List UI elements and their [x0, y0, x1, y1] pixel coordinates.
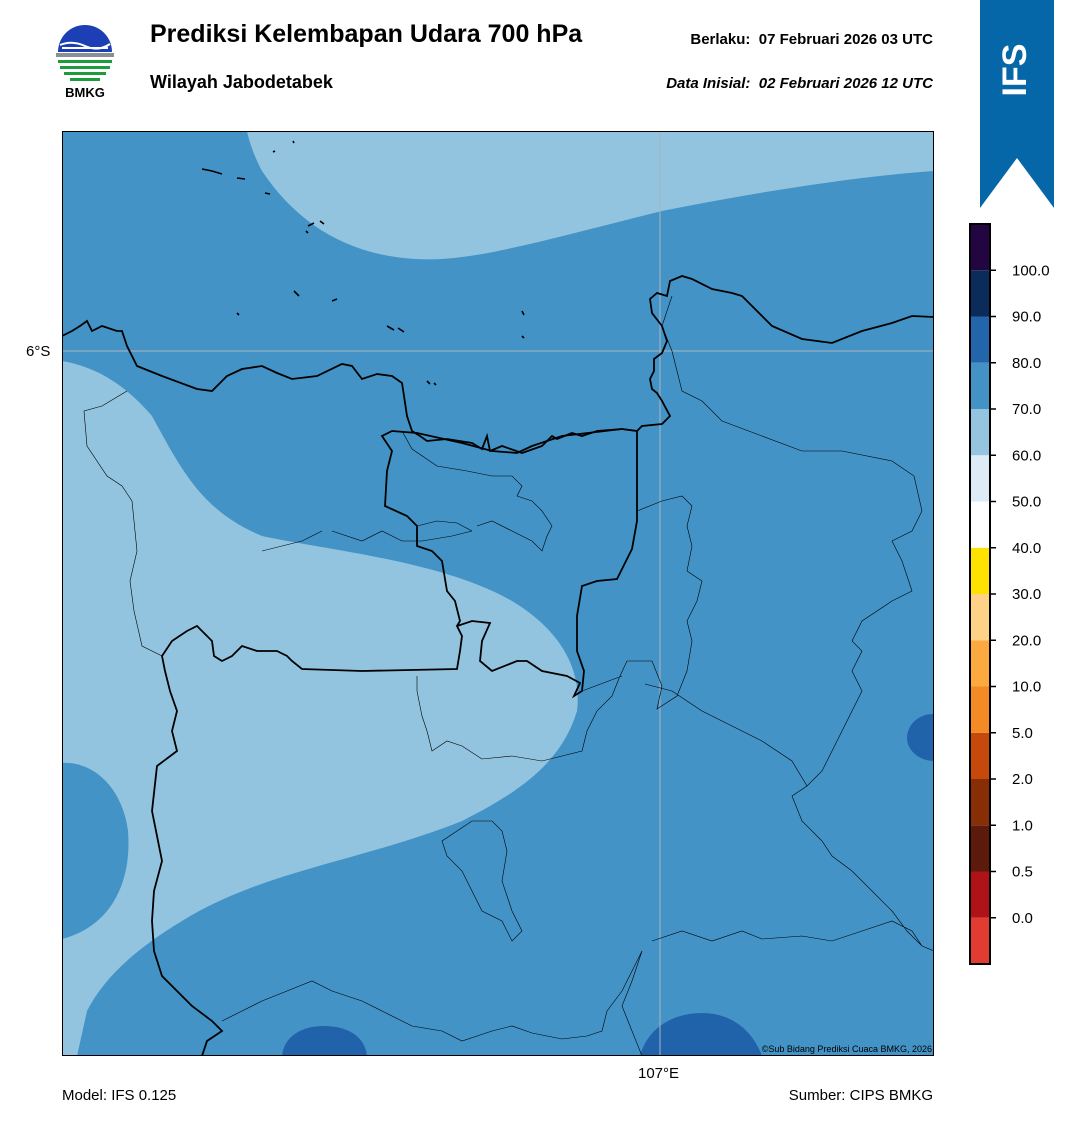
bmkg-logo-icon: [56, 25, 114, 81]
valid-label: Berlaku:: [690, 31, 751, 48]
colorbar-ticks: 0.0 0.5 1.0 2.0 5.0 10.0 20.0 30.0 40.0 50.0 60.0 7…: [990, 262, 1050, 927]
model-label: Model: IFS 0.125: [62, 1087, 177, 1104]
colorbar-label: 70.0: [1012, 401, 1041, 418]
colorbar-label: 5.0: [1012, 725, 1033, 742]
colorbar-block: [970, 270, 990, 317]
colorbar-label: 90.0: [1012, 309, 1041, 326]
band-70-80-inner-west: [62, 762, 129, 939]
map-subtitle: Wilayah Jabodetabek: [150, 72, 333, 92]
coastline: [62, 275, 934, 454]
map-title: Prediksi Kelembapan Udara 700 hPa: [150, 20, 583, 48]
colorbar-block: [970, 594, 990, 641]
source-label: Sumber: CIPS BMKG: [788, 1087, 933, 1104]
colorbar-label: 0.5: [1012, 864, 1033, 881]
colorbar-block: [970, 640, 990, 687]
band-60-70-north: [247, 131, 934, 260]
colorbar-block: [970, 409, 990, 456]
colorbar-block: [970, 871, 990, 918]
lon-label-107e: 107°E: [638, 1065, 680, 1082]
colorbar-label: 80.0: [1012, 355, 1041, 372]
colorbar-label: 60.0: [1012, 447, 1041, 464]
colorbar-block: [970, 825, 990, 872]
colorbar-block: [970, 224, 990, 271]
logo-text: BMKG: [65, 85, 105, 100]
province-boundary-west-lower: [151, 655, 224, 1056]
ifs-ribbon-badge: IFS: [980, 0, 1054, 208]
colorbar-label: 10.0: [1012, 679, 1041, 696]
regency-boundary: [83, 295, 934, 1056]
colorbar-label: 100.0: [1012, 262, 1050, 279]
init-label: Data Inisial:: [666, 75, 751, 92]
valid-time: 07 Februari 2026 03 UTC: [758, 31, 933, 48]
north-islands: [201, 140, 525, 386]
colorbar-blocks: [970, 224, 990, 964]
colorbar-label: 30.0: [1012, 586, 1041, 603]
ifs-badge-text: IFS: [996, 44, 1034, 97]
colorbar-label: 2.0: [1012, 771, 1033, 788]
colorbar-label: 40.0: [1012, 540, 1041, 557]
map-copyright: ©Sub Bidang Prediksi Cuaca BMKG, 2026: [762, 1044, 932, 1054]
colorbar-block: [970, 732, 990, 779]
colorbar-block: [970, 686, 990, 733]
band-80-90-east: [907, 714, 934, 761]
band-80-90-south-right: [640, 1013, 762, 1056]
colorbar-block: [970, 779, 990, 826]
colorbar-block: [970, 362, 990, 409]
colorbar-block: [970, 316, 990, 363]
colorbar-label: 0.0: [1012, 910, 1033, 927]
humidity-map: ©Sub Bidang Prediksi Cuaca BMKG, 2026: [62, 131, 934, 1056]
province-boundary-west: [161, 428, 638, 699]
colorbar-label: 1.0: [1012, 817, 1033, 834]
colorbar-block: [970, 917, 990, 964]
colorbar-label: 50.0: [1012, 494, 1041, 511]
init-time: 02 Februari 2026 12 UTC: [758, 75, 933, 92]
colorbar-block: [970, 455, 990, 502]
lat-label-6s: 6°S: [26, 343, 51, 360]
band-60-70-southwest: [62, 361, 578, 1056]
colorbar-block: [970, 501, 990, 548]
valid-time-label: Berlaku: 07 Februari 2026 03 UTC: [690, 31, 933, 48]
colorbar: 0.0 0.5 1.0 2.0 5.0 10.0 20.0 30.0 40.0 50.0 60.0 7…: [969, 223, 1050, 965]
init-time-label: Data Inisial: 02 Februari 2026 12 UTC: [666, 75, 933, 92]
colorbar-label: 20.0: [1012, 632, 1041, 649]
colorbar-block: [970, 547, 990, 594]
band-80-90-south-left: [282, 1026, 367, 1056]
